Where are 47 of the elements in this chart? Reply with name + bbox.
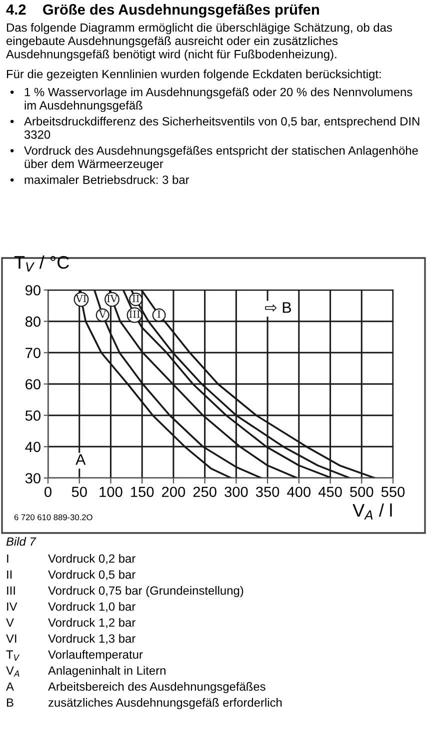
text: • 1 % Wasservorlage im Ausdehnungsgefäß oder 20 % des Nennvolumens im Ausdehnungsgefäß bbox=[10, 88, 412, 112]
y-tick-label: 50 bbox=[25, 410, 40, 421]
annotation: ⇨ B bbox=[265, 302, 292, 313]
text: • Arbeitsdruckdifferenz des Sicherheitsventils von 0,5 bar, entsprechend DIN 3320 bbox=[10, 116, 420, 139]
text: VI Vordruck 1,3 bar bbox=[6, 634, 136, 644]
text: V Vordruck 1,2 bar bbox=[6, 618, 136, 628]
y-tick-label: 70 bbox=[26, 348, 40, 358]
x-tick-label: 50 bbox=[72, 486, 87, 498]
x-tick-label: 150 bbox=[131, 486, 154, 498]
x-tick-label: 550 bbox=[381, 486, 405, 498]
x-axis-title: V$_{A}$ / l bbox=[352, 503, 392, 520]
y-axis-title: T$_{V}$ / °C bbox=[14, 255, 69, 272]
text: I Vordruck 0,2 bar bbox=[7, 554, 136, 564]
y-tick-label: 30 bbox=[25, 473, 40, 484]
x-tick-label: 200 bbox=[162, 486, 186, 498]
series-label: V bbox=[98, 310, 106, 318]
x-tick-label: 250 bbox=[193, 486, 216, 498]
x-tick-label: 100 bbox=[100, 486, 122, 498]
text: IV Vordruck 1,0 bar bbox=[7, 602, 136, 612]
text: V$_{A}$ Anlageninhalt in Litern bbox=[6, 666, 166, 678]
y-tick-label: 80 bbox=[25, 316, 40, 327]
series-label: I bbox=[158, 310, 160, 318]
text: Bild 7 bbox=[6, 537, 36, 546]
series-label: IV bbox=[107, 294, 118, 302]
text: Für die gezeigten Kennlinien wurden folgende Eckdaten berücksichtigt: bbox=[6, 70, 381, 81]
y-tick-label: 90 bbox=[26, 285, 40, 296]
text: A Arbeitsbereich des Ausdehnungsgefäßes bbox=[6, 682, 266, 694]
series-label: VI bbox=[76, 294, 86, 302]
text: T$_{V}$ Vorlauftemperatur bbox=[6, 650, 143, 662]
x-tick-label: 300 bbox=[224, 486, 248, 498]
chart-subtitle: Das folgende Diagramm ermöglicht die überschlägige Schätzung, ob das eingebaute Ausdehnungsgefäß ausreicht oder ein zusätzliches Ausdehnungsgefäß benötigt wird (nicht für Fußbodenheizung). bbox=[6, 23, 392, 61]
text: 6 720 610 889-30.2O bbox=[14, 514, 92, 520]
y-tick-label: 40 bbox=[25, 442, 40, 452]
x-tick-label: 400 bbox=[287, 486, 311, 498]
y-tick-label: 60 bbox=[26, 379, 40, 390]
series-label: III bbox=[129, 310, 140, 318]
x-tick-label: 450 bbox=[318, 486, 342, 498]
chart-title: 4.2 Größe des Ausdehnungsgefäßes prüfen bbox=[6, 4, 319, 18]
text: III Vordruck 0,75 bar (Grundeinstellung) bbox=[7, 586, 244, 598]
x-tick-label: 0 bbox=[44, 486, 52, 498]
x-tick-label: 500 bbox=[350, 486, 374, 498]
text: B zusätzliches Ausdehnungsgefäß erforderlich bbox=[6, 698, 282, 710]
text: • maximaler Betriebsdruck: 3 bar bbox=[10, 175, 190, 184]
series-label: II bbox=[132, 294, 140, 302]
text: II Vordruck 0,5 bar bbox=[7, 570, 136, 580]
x-tick-label: 350 bbox=[256, 486, 280, 498]
annotation: A bbox=[76, 454, 86, 465]
